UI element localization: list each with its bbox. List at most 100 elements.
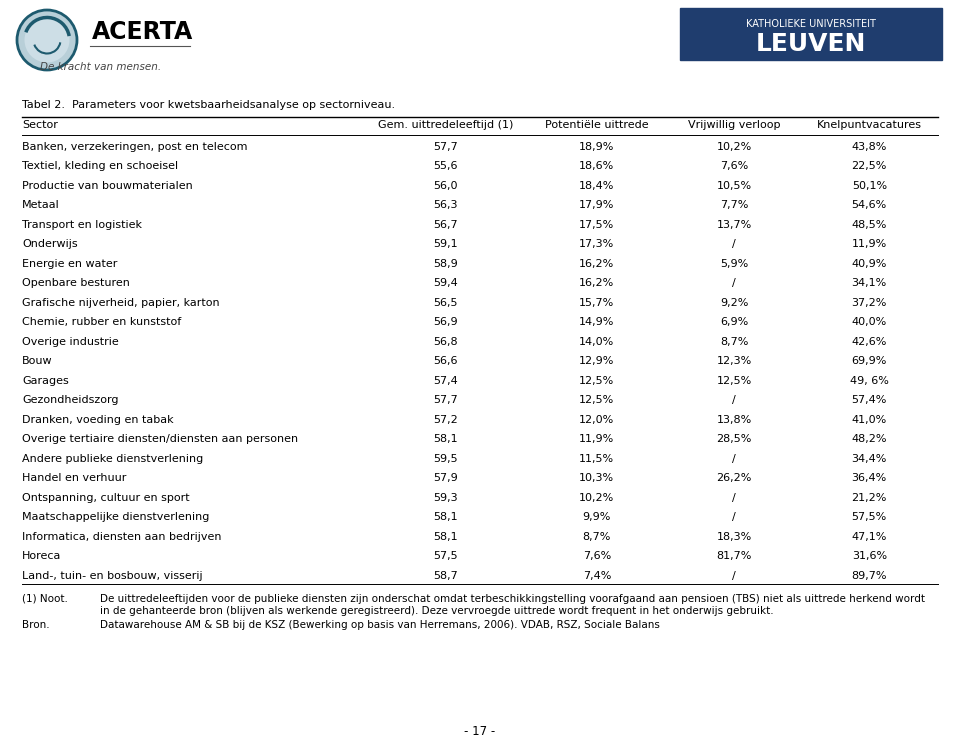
Text: 10,2%: 10,2% [716, 142, 752, 152]
Text: 59,1: 59,1 [433, 239, 458, 249]
Text: 59,5: 59,5 [433, 454, 458, 464]
Text: 55,6: 55,6 [433, 162, 458, 171]
Text: Chemie, rubber en kunststof: Chemie, rubber en kunststof [22, 317, 181, 328]
Text: /: / [732, 493, 736, 503]
Text: 12,5%: 12,5% [716, 375, 752, 386]
Text: Andere publieke dienstverlening: Andere publieke dienstverlening [22, 454, 204, 464]
Text: KATHOLIEKE UNIVERSITEIT: KATHOLIEKE UNIVERSITEIT [746, 19, 876, 29]
Text: 49, 6%: 49, 6% [850, 375, 889, 386]
Text: 57,7: 57,7 [433, 395, 458, 405]
Text: Knelpuntvacatures: Knelpuntvacatures [817, 120, 922, 130]
Circle shape [25, 17, 69, 63]
Text: Gezondheidszorg: Gezondheidszorg [22, 395, 118, 405]
Text: 57,4: 57,4 [433, 375, 458, 386]
Text: 47,1%: 47,1% [852, 532, 887, 542]
Circle shape [17, 10, 77, 70]
Text: 56,6: 56,6 [433, 356, 458, 367]
Text: 17,9%: 17,9% [579, 200, 614, 210]
Text: Garages: Garages [22, 375, 69, 386]
Text: Ontspanning, cultuur en sport: Ontspanning, cultuur en sport [22, 493, 190, 503]
Text: 14,0%: 14,0% [579, 337, 614, 347]
Text: 89,7%: 89,7% [852, 571, 887, 580]
Text: 16,2%: 16,2% [579, 278, 614, 288]
Text: 56,5: 56,5 [433, 298, 458, 307]
Text: /: / [732, 512, 736, 522]
Text: 11,5%: 11,5% [579, 454, 614, 464]
Text: 7,7%: 7,7% [720, 200, 749, 210]
Text: Informatica, diensten aan bedrijven: Informatica, diensten aan bedrijven [22, 532, 222, 542]
Text: 10,3%: 10,3% [579, 473, 614, 483]
Text: 58,9: 58,9 [433, 259, 458, 269]
Text: 58,1: 58,1 [433, 512, 458, 522]
Text: 12,9%: 12,9% [579, 356, 614, 367]
Text: 36,4%: 36,4% [852, 473, 887, 483]
Text: 56,0: 56,0 [433, 181, 458, 191]
Text: Onderwijs: Onderwijs [22, 239, 78, 249]
Text: 10,5%: 10,5% [716, 181, 752, 191]
Text: 9,2%: 9,2% [720, 298, 749, 307]
Text: 22,5%: 22,5% [852, 162, 887, 171]
Text: Banken, verzekeringen, post en telecom: Banken, verzekeringen, post en telecom [22, 142, 248, 152]
Text: 18,6%: 18,6% [579, 162, 614, 171]
Text: Vrijwillig verloop: Vrijwillig verloop [688, 120, 780, 130]
Text: Land-, tuin- en bosbouw, visserij: Land-, tuin- en bosbouw, visserij [22, 571, 203, 580]
Text: 54,6%: 54,6% [852, 200, 887, 210]
Text: Potentiële uittrede: Potentiële uittrede [545, 120, 649, 130]
Text: 7,6%: 7,6% [720, 162, 748, 171]
Text: 42,6%: 42,6% [852, 337, 887, 347]
Text: Textiel, kleding en schoeisel: Textiel, kleding en schoeisel [22, 162, 179, 171]
Text: 16,2%: 16,2% [579, 259, 614, 269]
Text: 13,7%: 13,7% [716, 220, 752, 230]
Text: /: / [732, 454, 736, 464]
FancyBboxPatch shape [680, 8, 942, 60]
Text: Overige tertiaire diensten/diensten aan personen: Overige tertiaire diensten/diensten aan … [22, 435, 299, 444]
Text: 57,2: 57,2 [433, 414, 458, 425]
Text: 43,8%: 43,8% [852, 142, 887, 152]
Text: 59,4: 59,4 [433, 278, 458, 288]
Text: 34,1%: 34,1% [852, 278, 887, 288]
Text: 56,9: 56,9 [433, 317, 458, 328]
Text: 26,2%: 26,2% [716, 473, 752, 483]
Text: Grafische nijverheid, papier, karton: Grafische nijverheid, papier, karton [22, 298, 220, 307]
Text: (1) Noot.: (1) Noot. [22, 593, 68, 604]
Text: 58,1: 58,1 [433, 435, 458, 444]
Text: /: / [732, 239, 736, 249]
Text: Metaal: Metaal [22, 200, 60, 210]
Text: De uittredeleeftijden voor de publieke diensten zijn onderschat omdat terbeschik: De uittredeleeftijden voor de publieke d… [100, 593, 925, 604]
Text: Maatschappelijke dienstverlening: Maatschappelijke dienstverlening [22, 512, 209, 522]
Text: 56,8: 56,8 [433, 337, 458, 347]
Text: 8,7%: 8,7% [583, 532, 611, 542]
Text: 59,3: 59,3 [433, 493, 458, 503]
Text: 40,9%: 40,9% [852, 259, 887, 269]
Text: LEUVEN: LEUVEN [756, 32, 866, 56]
Text: 28,5%: 28,5% [716, 435, 752, 444]
Text: Overige industrie: Overige industrie [22, 337, 119, 347]
Text: 57,5: 57,5 [433, 551, 458, 561]
Text: 40,0%: 40,0% [852, 317, 887, 328]
Text: 11,9%: 11,9% [852, 239, 887, 249]
Text: 31,6%: 31,6% [852, 551, 887, 561]
Text: /: / [732, 278, 736, 288]
Text: 50,1%: 50,1% [852, 181, 887, 191]
Text: 56,3: 56,3 [433, 200, 458, 210]
Text: 48,5%: 48,5% [852, 220, 887, 230]
Text: 57,5%: 57,5% [852, 512, 887, 522]
Text: ACERTA: ACERTA [92, 20, 193, 44]
Text: Sector: Sector [22, 120, 58, 130]
Text: 58,1: 58,1 [433, 532, 458, 542]
Text: 17,5%: 17,5% [579, 220, 614, 230]
Text: 9,9%: 9,9% [583, 512, 611, 522]
Text: 12,5%: 12,5% [579, 395, 614, 405]
Text: Transport en logistiek: Transport en logistiek [22, 220, 142, 230]
Text: 58,7: 58,7 [433, 571, 458, 580]
Text: 69,9%: 69,9% [852, 356, 887, 367]
Text: 12,0%: 12,0% [579, 414, 614, 425]
Text: Handel en verhuur: Handel en verhuur [22, 473, 127, 483]
Text: Openbare besturen: Openbare besturen [22, 278, 130, 288]
Text: 57,4%: 57,4% [852, 395, 887, 405]
Text: 18,3%: 18,3% [716, 532, 752, 542]
Text: 7,6%: 7,6% [583, 551, 611, 561]
Text: 56,7: 56,7 [433, 220, 458, 230]
Text: Horeca: Horeca [22, 551, 61, 561]
Text: 48,2%: 48,2% [852, 435, 887, 444]
